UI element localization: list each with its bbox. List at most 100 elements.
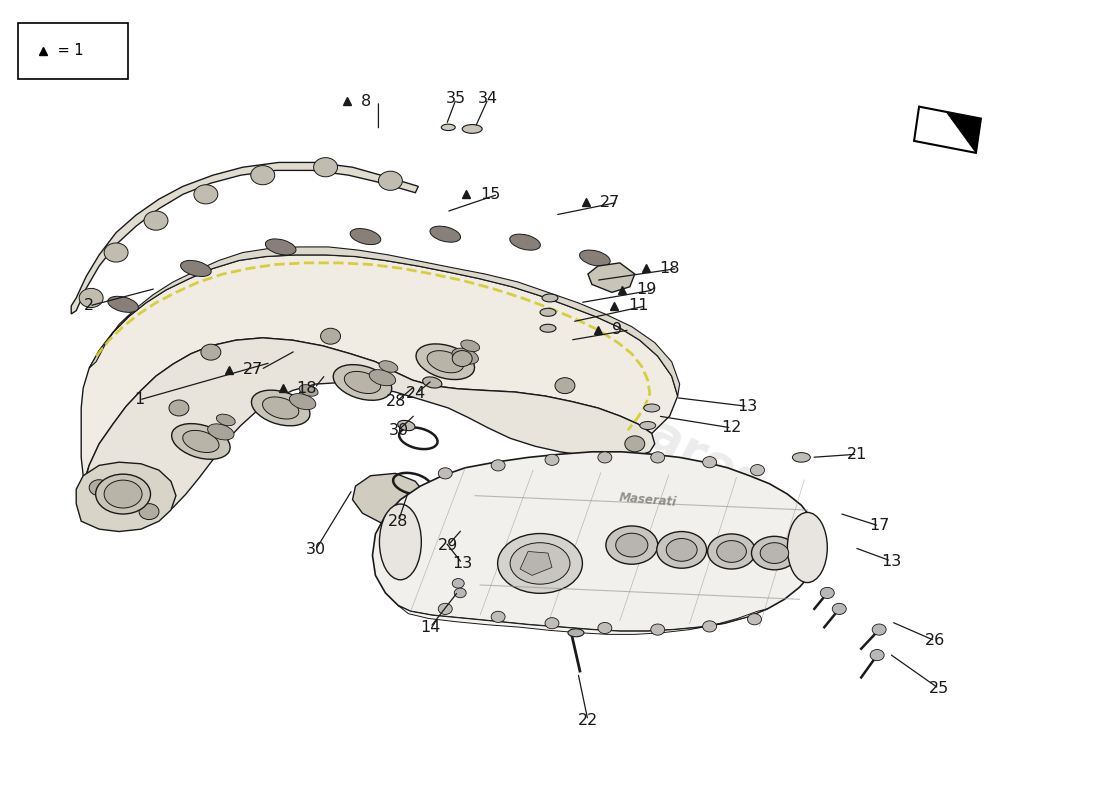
Circle shape bbox=[438, 603, 452, 614]
Circle shape bbox=[651, 624, 664, 635]
Polygon shape bbox=[914, 106, 981, 153]
Circle shape bbox=[544, 618, 559, 629]
Circle shape bbox=[194, 185, 218, 204]
Text: 19: 19 bbox=[636, 282, 657, 298]
Polygon shape bbox=[352, 474, 426, 523]
Circle shape bbox=[452, 350, 472, 366]
Text: 15: 15 bbox=[481, 187, 500, 202]
Text: = 1: = 1 bbox=[53, 43, 84, 58]
Ellipse shape bbox=[606, 526, 658, 564]
Ellipse shape bbox=[416, 344, 474, 379]
Text: 2: 2 bbox=[84, 298, 95, 314]
Ellipse shape bbox=[392, 518, 409, 529]
Text: Eurospares: Eurospares bbox=[469, 321, 771, 511]
Text: 28: 28 bbox=[388, 514, 408, 529]
Ellipse shape bbox=[640, 422, 656, 430]
Ellipse shape bbox=[540, 308, 556, 316]
Ellipse shape bbox=[263, 397, 299, 419]
Circle shape bbox=[821, 587, 834, 598]
Ellipse shape bbox=[667, 538, 697, 562]
Ellipse shape bbox=[568, 629, 584, 637]
Ellipse shape bbox=[398, 420, 415, 430]
Circle shape bbox=[378, 171, 403, 190]
Circle shape bbox=[491, 611, 505, 622]
Text: 26: 26 bbox=[925, 634, 945, 648]
Text: 8: 8 bbox=[361, 94, 371, 109]
Text: 9: 9 bbox=[612, 322, 621, 338]
Text: Maserati: Maserati bbox=[618, 490, 678, 509]
Polygon shape bbox=[81, 255, 678, 498]
Polygon shape bbox=[520, 551, 552, 575]
Text: 34: 34 bbox=[478, 91, 498, 106]
Circle shape bbox=[251, 166, 275, 185]
Ellipse shape bbox=[333, 365, 392, 400]
Polygon shape bbox=[84, 338, 654, 523]
Circle shape bbox=[598, 452, 612, 463]
Circle shape bbox=[491, 460, 505, 471]
Ellipse shape bbox=[580, 250, 611, 266]
Ellipse shape bbox=[108, 296, 139, 312]
Circle shape bbox=[556, 378, 575, 394]
Text: 18: 18 bbox=[660, 261, 680, 276]
Text: 22: 22 bbox=[578, 713, 598, 728]
Ellipse shape bbox=[717, 541, 747, 562]
Ellipse shape bbox=[792, 453, 811, 462]
Text: 24: 24 bbox=[406, 386, 427, 401]
Polygon shape bbox=[398, 606, 768, 634]
Ellipse shape bbox=[208, 424, 234, 440]
Circle shape bbox=[750, 465, 764, 476]
Circle shape bbox=[438, 468, 452, 479]
Ellipse shape bbox=[427, 350, 463, 373]
Polygon shape bbox=[947, 113, 981, 153]
Ellipse shape bbox=[180, 261, 211, 277]
Circle shape bbox=[139, 504, 159, 519]
Ellipse shape bbox=[299, 385, 318, 396]
Ellipse shape bbox=[497, 534, 582, 594]
Polygon shape bbox=[76, 462, 176, 531]
Text: 13: 13 bbox=[737, 399, 758, 414]
Circle shape bbox=[872, 624, 887, 635]
Circle shape bbox=[748, 614, 761, 625]
Circle shape bbox=[144, 211, 168, 230]
Ellipse shape bbox=[289, 394, 316, 410]
Circle shape bbox=[703, 621, 716, 632]
Text: 14: 14 bbox=[420, 620, 440, 634]
Circle shape bbox=[320, 328, 341, 344]
Polygon shape bbox=[89, 247, 680, 396]
Ellipse shape bbox=[183, 430, 219, 453]
Ellipse shape bbox=[644, 404, 660, 412]
Circle shape bbox=[598, 622, 612, 634]
Circle shape bbox=[104, 243, 128, 262]
Text: 35: 35 bbox=[447, 91, 466, 106]
Ellipse shape bbox=[657, 531, 706, 568]
Ellipse shape bbox=[217, 414, 235, 426]
Polygon shape bbox=[373, 452, 820, 631]
Ellipse shape bbox=[370, 370, 396, 386]
Ellipse shape bbox=[265, 239, 296, 255]
Ellipse shape bbox=[461, 340, 480, 351]
Text: 21: 21 bbox=[847, 446, 868, 462]
Circle shape bbox=[89, 480, 109, 496]
Circle shape bbox=[651, 452, 664, 463]
Ellipse shape bbox=[760, 542, 789, 563]
Circle shape bbox=[703, 457, 716, 468]
Circle shape bbox=[870, 650, 884, 661]
Ellipse shape bbox=[443, 526, 474, 542]
Text: 18: 18 bbox=[297, 381, 317, 395]
Ellipse shape bbox=[452, 348, 478, 364]
Ellipse shape bbox=[96, 474, 151, 514]
Ellipse shape bbox=[430, 226, 461, 242]
Text: 29: 29 bbox=[438, 538, 459, 553]
Text: 30: 30 bbox=[306, 542, 326, 558]
Circle shape bbox=[544, 454, 559, 466]
Ellipse shape bbox=[510, 542, 570, 584]
Ellipse shape bbox=[707, 534, 756, 569]
Text: 25: 25 bbox=[928, 681, 949, 696]
Text: 17: 17 bbox=[869, 518, 890, 534]
Text: 1: 1 bbox=[134, 393, 144, 407]
Ellipse shape bbox=[252, 390, 310, 426]
Ellipse shape bbox=[751, 536, 798, 570]
Circle shape bbox=[833, 603, 846, 614]
Text: 28: 28 bbox=[386, 394, 407, 409]
Ellipse shape bbox=[379, 504, 421, 580]
